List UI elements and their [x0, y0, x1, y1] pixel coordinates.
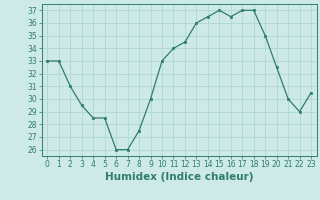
X-axis label: Humidex (Indice chaleur): Humidex (Indice chaleur)	[105, 172, 253, 182]
